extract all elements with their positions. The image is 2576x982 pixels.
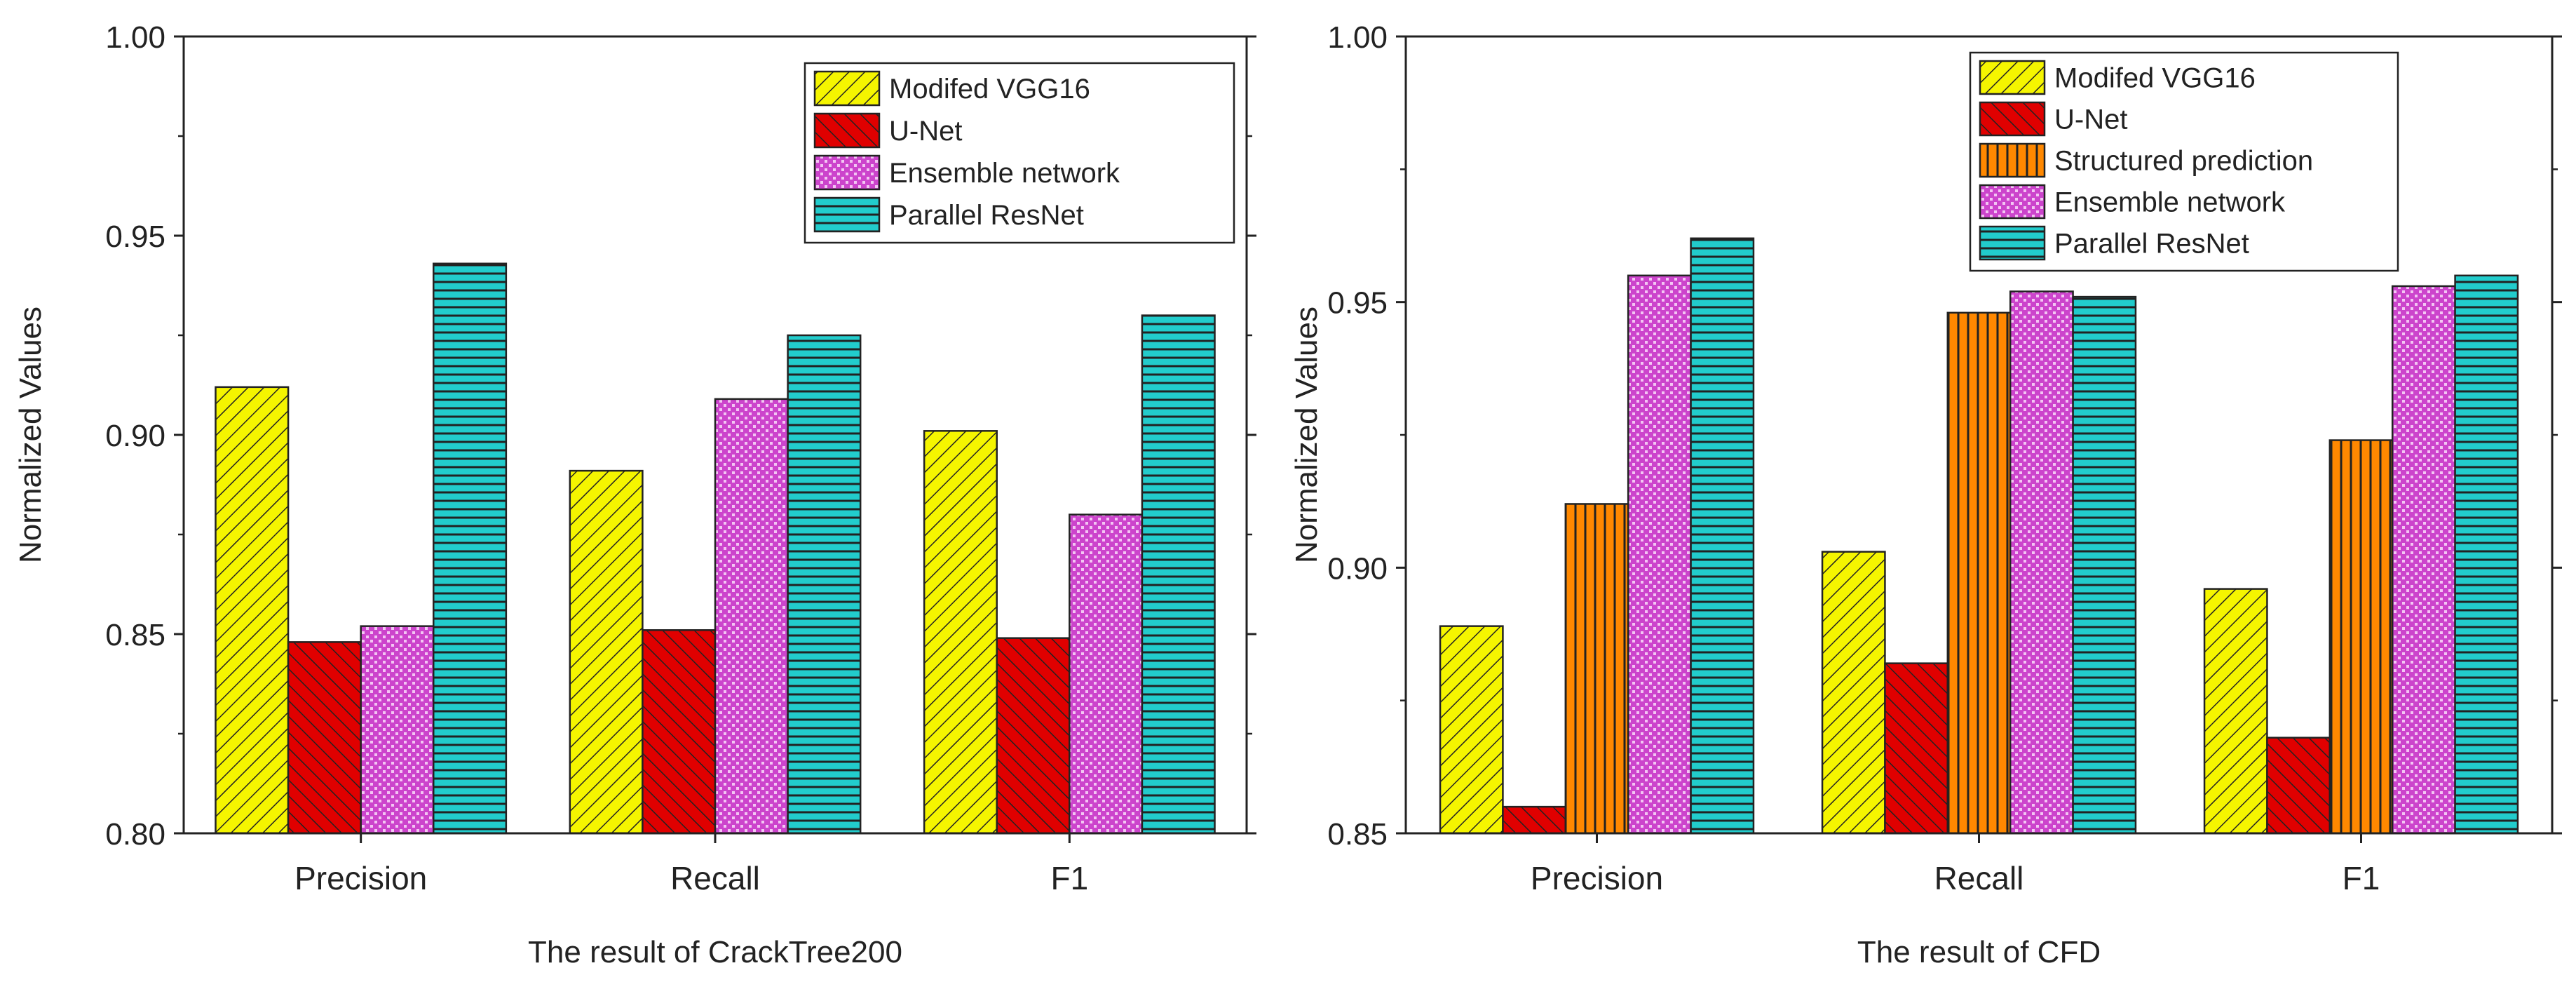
bar-structured-prediction-f1 bbox=[2328, 439, 2394, 835]
y-tick-label: 0.85 bbox=[1327, 817, 1388, 852]
bar-u-net-recall bbox=[1884, 662, 1949, 835]
bar-ensemble-network-f1 bbox=[2391, 285, 2456, 835]
y-tick-label: 1.00 bbox=[1327, 20, 1388, 55]
legend-swatch-u-net bbox=[813, 112, 881, 149]
bar-structured-prediction-precision bbox=[1564, 503, 1629, 835]
legend-label: Modifed VGG16 bbox=[889, 74, 1090, 105]
y-tick-label: 0.90 bbox=[1327, 551, 1388, 586]
y-tick-label: 0.95 bbox=[1327, 286, 1388, 321]
bar-u-net-f1 bbox=[996, 637, 1071, 835]
bar-ensemble-network-recall bbox=[714, 398, 789, 835]
x-tick-label: F1 bbox=[1050, 860, 1088, 896]
bar-ensemble-network-f1 bbox=[1069, 513, 1144, 835]
bar-modifed-vgg16-recall bbox=[569, 469, 644, 835]
bar-ensemble-network-recall bbox=[2009, 290, 2074, 835]
legend-swatch-ensemble-network bbox=[1979, 184, 2046, 220]
bar-u-net-f1 bbox=[2266, 736, 2331, 835]
x-tick-label: Recall bbox=[1934, 860, 2024, 896]
legend-swatch-ensemble-network bbox=[813, 154, 881, 191]
bar-modifed-vgg16-recall bbox=[1821, 551, 1886, 835]
legend-label: Modifed VGG16 bbox=[2054, 63, 2256, 94]
legend-swatch-modifed-vgg16 bbox=[813, 70, 881, 107]
chart-panel-1: 0.80 0.85 0.90 0.95 1.00 Precision Recall F1 The… bbox=[13, 20, 1256, 969]
legend-swatch-parallel-resnet bbox=[813, 196, 881, 233]
legend: Modifed VGG16 U-Net Ensemble network Parall… bbox=[804, 62, 1235, 244]
legend-label: Structured prediction bbox=[2054, 146, 2313, 177]
legend-label: U-Net bbox=[2054, 105, 2127, 135]
y-tick-label: 0.90 bbox=[105, 419, 165, 453]
bar-modifed-vgg16-precision bbox=[215, 386, 290, 835]
y-axis-title: Normalized Values bbox=[13, 307, 48, 563]
y-tick-label: 1.00 bbox=[105, 20, 165, 55]
bar-parallel-resnet-f1 bbox=[1141, 314, 1216, 835]
bar-ensemble-network-precision bbox=[360, 625, 435, 835]
legend: Modifed VGG16 U-Net Structured prediction E… bbox=[1969, 51, 2399, 272]
legend-swatch-structured-prediction bbox=[1979, 142, 2046, 178]
y-tick-label: 0.85 bbox=[105, 618, 165, 652]
bar-u-net-precision bbox=[1502, 805, 1567, 835]
x-tick-label: Precision bbox=[1531, 860, 1663, 896]
legend-label: Ensemble network bbox=[889, 158, 1120, 189]
legend-swatch-parallel-resnet bbox=[1979, 225, 2046, 261]
legend-label: Parallel ResNet bbox=[889, 200, 1084, 231]
legend-swatch-modifed-vgg16 bbox=[1979, 60, 2046, 95]
bar-modifed-vgg16-f1 bbox=[923, 430, 998, 835]
bar-u-net-recall bbox=[642, 629, 717, 835]
x-tick-label: Precision bbox=[294, 860, 427, 896]
legend-label: U-Net bbox=[889, 116, 962, 147]
bar-parallel-resnet-precision bbox=[433, 262, 508, 835]
bar-parallel-resnet-precision bbox=[1690, 237, 1755, 835]
legend-label: Ensemble network bbox=[2054, 187, 2286, 218]
x-tick-label: F1 bbox=[2343, 860, 2380, 896]
y-tick-label: 0.80 bbox=[105, 817, 165, 852]
chart-panel-2: 0.85 0.90 0.95 1.00 Precision Recall F1 The res… bbox=[1289, 20, 2562, 969]
bar-u-net-precision bbox=[287, 641, 362, 835]
bar-parallel-resnet-f1 bbox=[2454, 274, 2519, 835]
legend-label: Parallel ResNet bbox=[2054, 229, 2249, 260]
bar-modifed-vgg16-precision bbox=[1439, 625, 1504, 835]
bar-structured-prediction-recall bbox=[1946, 311, 2012, 835]
y-axis-title: Normalized Values bbox=[1289, 307, 1324, 563]
bar-ensemble-network-precision bbox=[1627, 274, 1692, 835]
x-axis-title: The result of CrackTree200 bbox=[528, 935, 902, 969]
bar-parallel-resnet-recall bbox=[2072, 295, 2137, 835]
legend-swatch-u-net bbox=[1979, 101, 2046, 137]
y-tick-label: 0.95 bbox=[105, 220, 165, 254]
bar-parallel-resnet-recall bbox=[787, 334, 862, 835]
x-axis-title: The result of CFD bbox=[1857, 935, 2101, 969]
x-tick-label: Recall bbox=[670, 860, 760, 896]
bar-modifed-vgg16-f1 bbox=[2203, 588, 2268, 835]
